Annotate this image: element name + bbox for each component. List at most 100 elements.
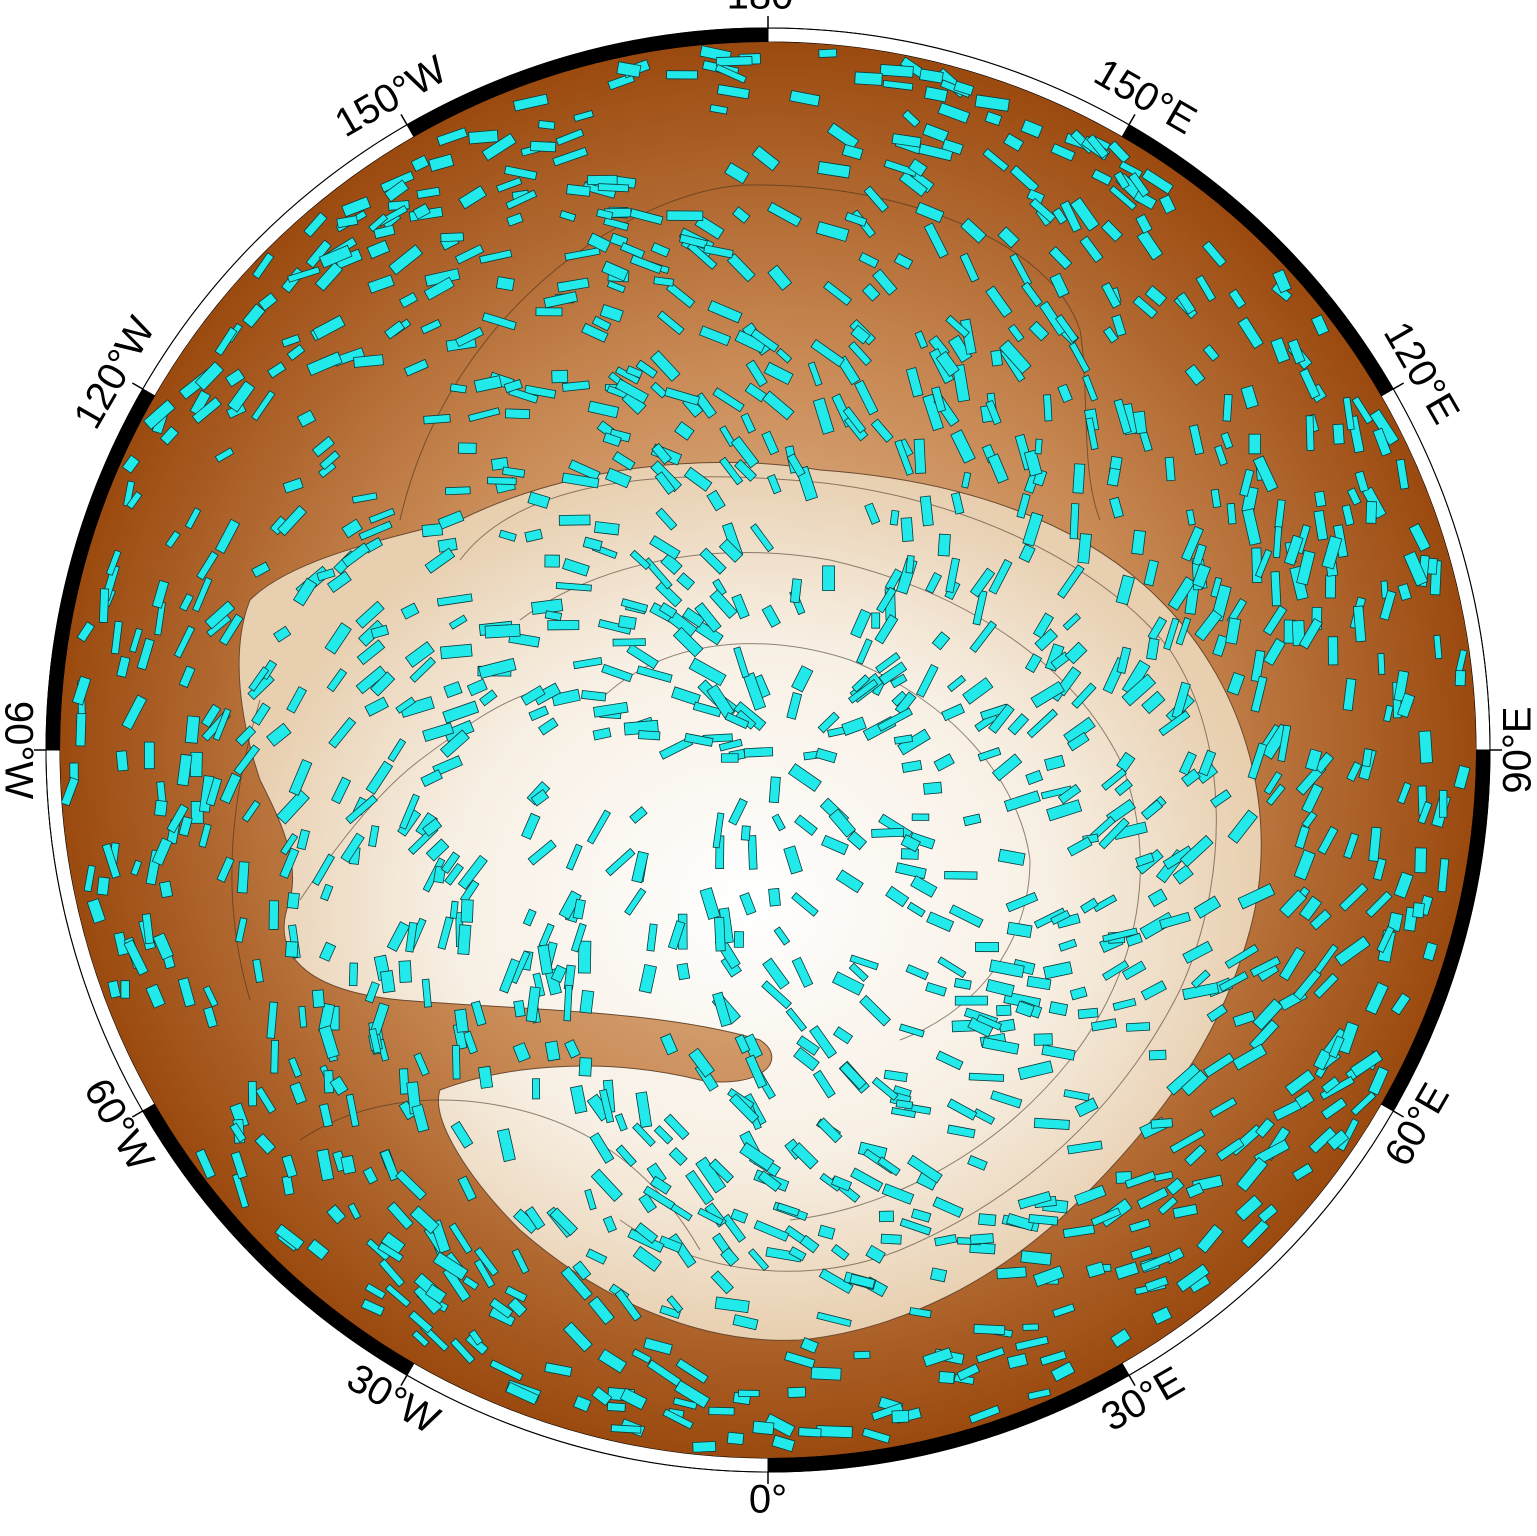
footprint-rect <box>227 380 256 413</box>
footprint-rect <box>436 593 473 607</box>
footprint-rect <box>1135 213 1153 234</box>
footprint-rect <box>303 211 328 238</box>
footprint-rect <box>978 1213 997 1227</box>
footprint-rect <box>230 1151 248 1180</box>
footprint-rect <box>251 390 276 422</box>
footprint-rect <box>449 900 459 919</box>
footprint-rect <box>1030 680 1065 709</box>
footprint-rect <box>1064 641 1088 665</box>
footprint-rect <box>885 885 910 908</box>
footprint-rect <box>890 1107 917 1119</box>
footprint-rect <box>789 578 803 604</box>
longitude-tick <box>400 113 408 126</box>
footprint-rect <box>672 626 704 658</box>
footprint-rect <box>822 565 835 592</box>
footprint-rect <box>165 530 181 549</box>
footprint-rect <box>561 472 600 489</box>
footprint-rect <box>734 1034 751 1054</box>
footprint-rect <box>1059 200 1082 233</box>
footprint-rect <box>1067 1140 1103 1155</box>
footprint-rect <box>428 153 455 172</box>
footprint-rect <box>252 958 264 983</box>
footprint-rect <box>1136 1186 1169 1210</box>
footprint-rect <box>947 674 967 693</box>
footprint-rect <box>1020 1250 1052 1266</box>
footprint-rect <box>1079 235 1104 264</box>
footprint-rect <box>444 862 464 886</box>
footprint-rect <box>985 399 1002 426</box>
footprint-rect <box>1299 368 1321 400</box>
footprint-rect <box>937 533 951 557</box>
footprint-rect <box>204 600 236 630</box>
footprint-rect <box>126 491 143 510</box>
footprint-rect <box>910 875 938 898</box>
footprint-rect <box>1022 511 1044 547</box>
footprint-rect <box>288 758 313 796</box>
footprint-rect <box>768 887 781 907</box>
footprint-rect <box>789 90 821 107</box>
footprint-rect <box>499 958 521 994</box>
footprint-rect <box>747 835 758 870</box>
footprint-rect <box>1015 1000 1035 1018</box>
footprint-rect <box>841 143 864 161</box>
footprint-rect <box>1115 574 1135 606</box>
footprint-rect <box>364 981 380 1004</box>
footprint-rect <box>314 261 344 292</box>
footprint-rect <box>320 883 334 902</box>
footprint-rect <box>587 1296 615 1326</box>
footprint-rect <box>858 252 880 269</box>
footprint-rect <box>1326 1129 1350 1151</box>
footprint-rect <box>489 1359 524 1382</box>
footprint-rect <box>1232 1010 1256 1027</box>
footprint-rect <box>861 1427 891 1444</box>
footprint-rect <box>511 1248 530 1275</box>
footprint-rect <box>1279 946 1306 982</box>
footprint-rect <box>1176 1263 1210 1293</box>
footprint-rect <box>900 517 914 543</box>
footprint-rect <box>1052 207 1068 225</box>
footprint-rect <box>1077 533 1092 564</box>
footprint-rect <box>1113 170 1130 190</box>
footprint-rect <box>525 986 541 1023</box>
footprint-rect <box>1298 895 1323 922</box>
footprint-rect <box>594 521 620 536</box>
footprint-rect <box>850 324 871 345</box>
footprint-rect <box>730 435 760 469</box>
footprint-rect <box>871 827 905 838</box>
footprint-rect <box>969 1233 994 1245</box>
footprint-rect <box>524 528 543 543</box>
footprint-rect <box>683 466 713 492</box>
footprint-rect <box>1342 396 1355 431</box>
footprint-rect <box>1062 1224 1096 1239</box>
footprint-rect <box>1148 1049 1167 1061</box>
footprint-rect <box>1365 981 1389 1015</box>
footprint-rect <box>154 799 168 817</box>
footprint-rect <box>105 549 122 576</box>
footprint-rect <box>586 232 612 253</box>
footprint-rect <box>1009 164 1040 193</box>
footprint-rect <box>1202 240 1227 268</box>
footprint-rect <box>602 1215 617 1233</box>
footprint-rect <box>76 621 95 643</box>
footprint-rect <box>924 86 949 103</box>
footprint-rect <box>409 1205 440 1235</box>
footprint-rect <box>617 615 637 630</box>
footprint-rect <box>257 292 278 312</box>
footprint-rect <box>184 507 202 530</box>
footprint-rect <box>882 79 914 91</box>
footprint-rect <box>1091 168 1113 186</box>
footprint-rect <box>1321 1097 1348 1120</box>
footprint-rect <box>1126 1022 1151 1032</box>
footprint-rect <box>815 747 838 764</box>
footprint-rect <box>224 368 246 388</box>
footprint-rect <box>1192 563 1212 589</box>
footprint-rect <box>1158 710 1191 737</box>
footprint-rect <box>512 1042 531 1063</box>
footprint-rect <box>1028 1213 1059 1226</box>
footprint-rect <box>1039 1350 1067 1366</box>
footprint-rect <box>251 561 271 578</box>
footprint-rect <box>143 399 176 430</box>
footprint-rect <box>1214 444 1228 466</box>
footprint-rect <box>938 1371 955 1384</box>
footprint-rect <box>1337 1021 1359 1055</box>
